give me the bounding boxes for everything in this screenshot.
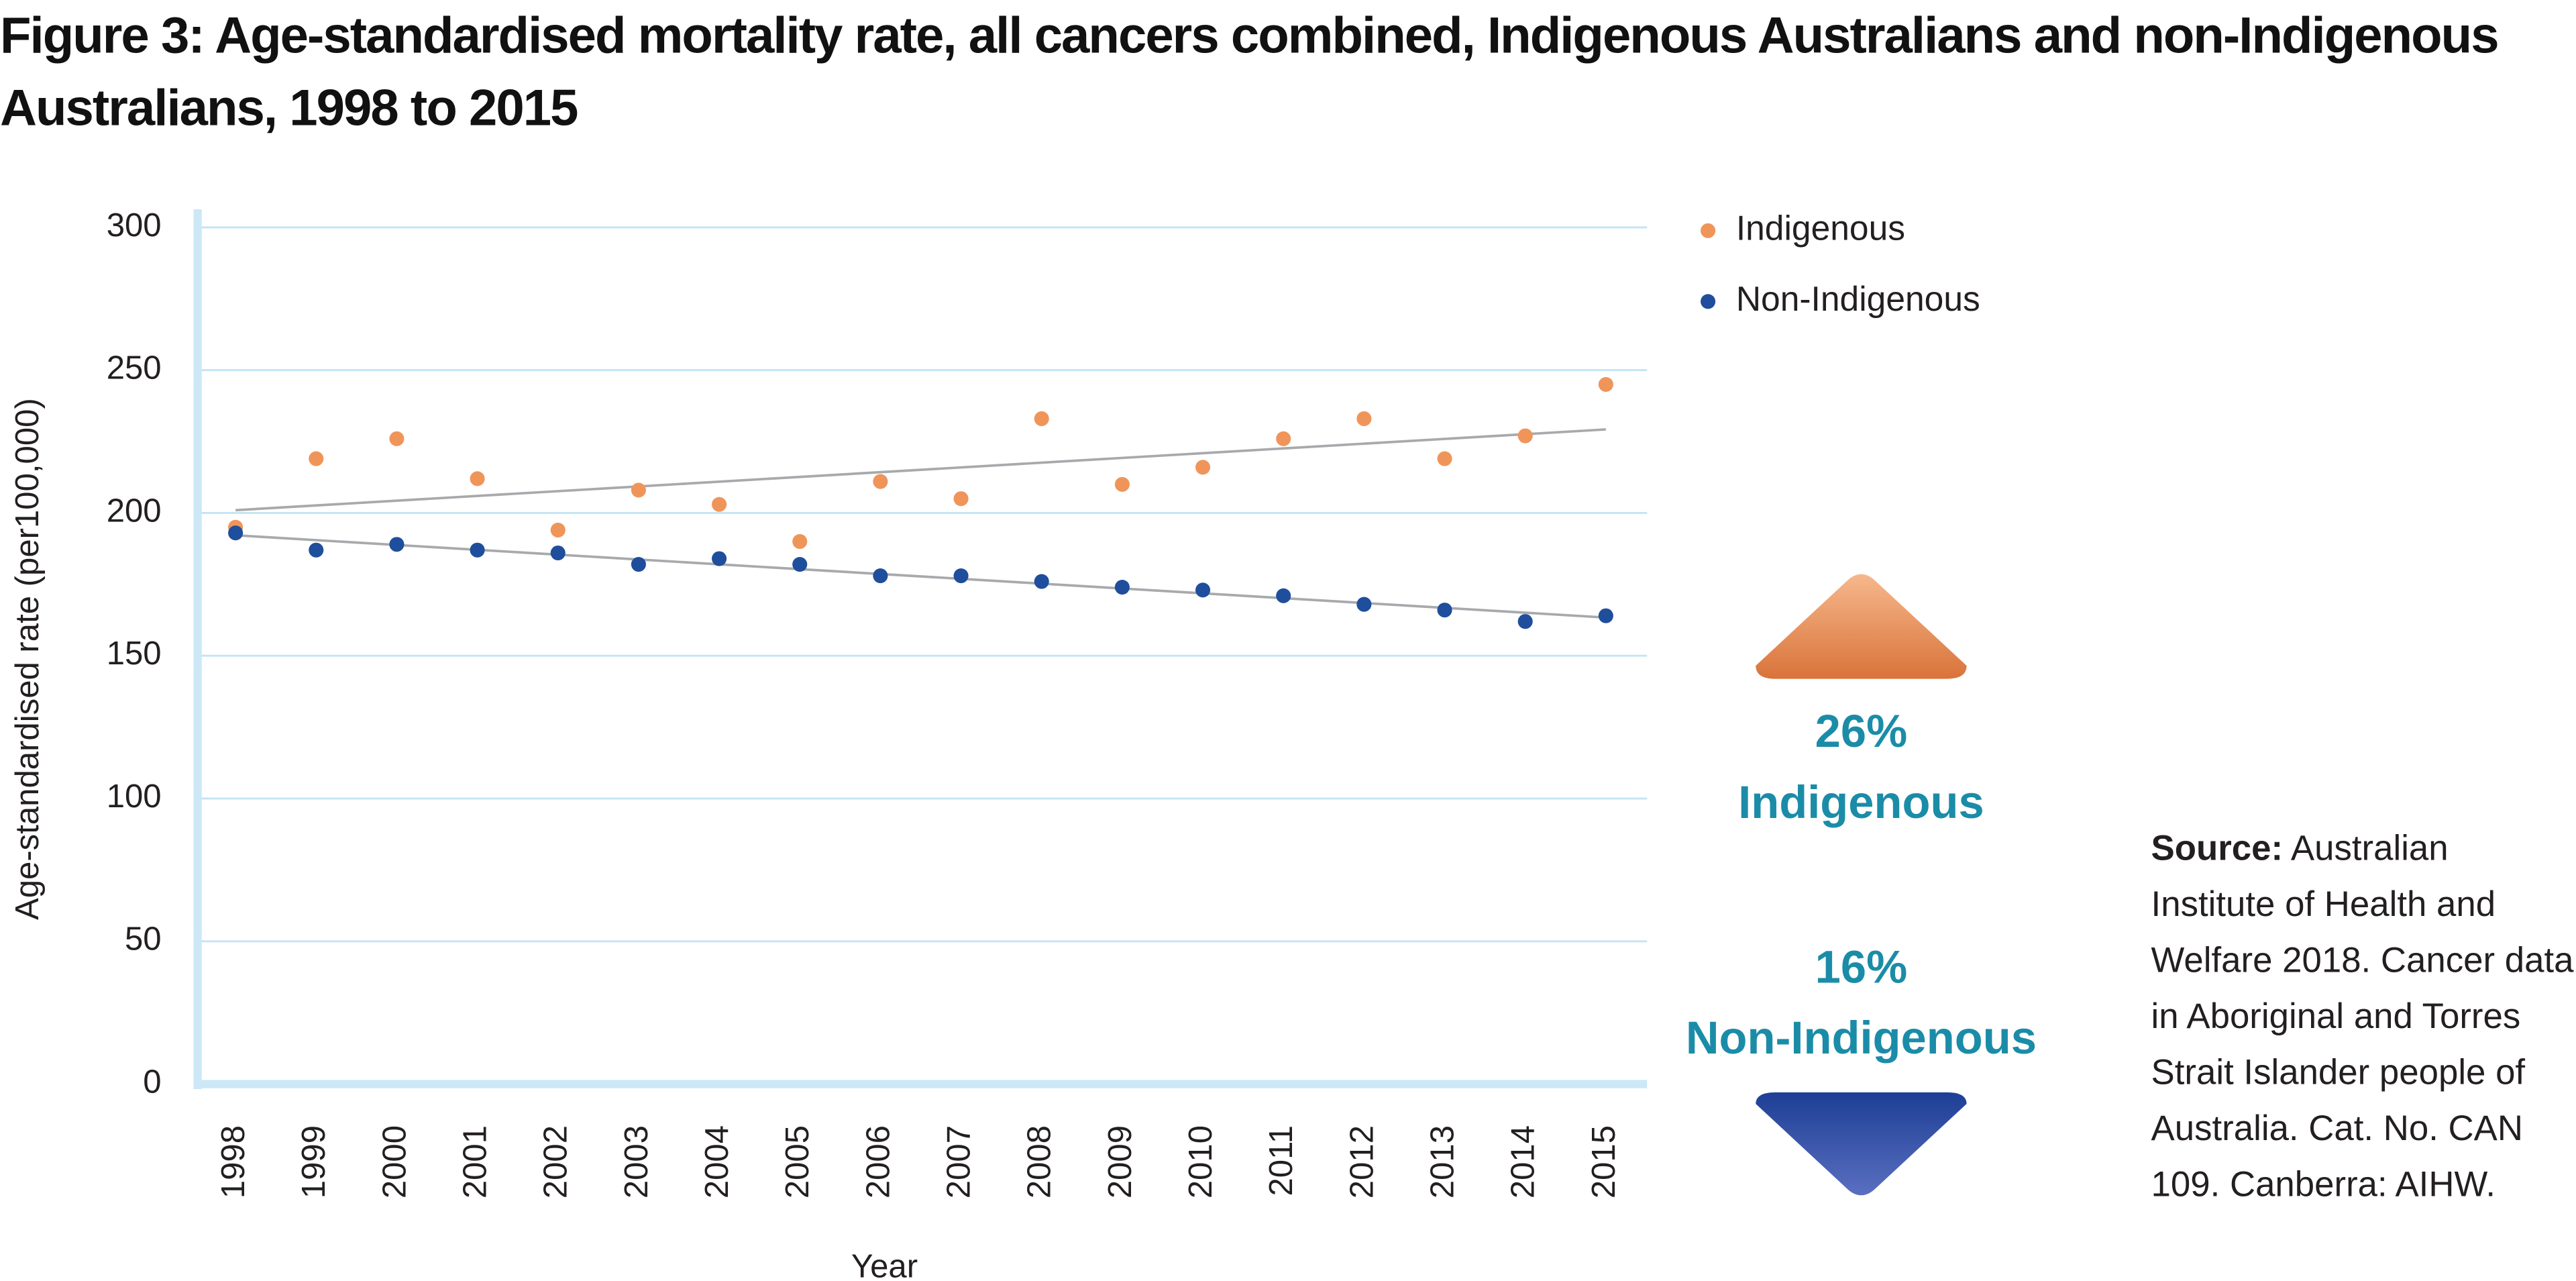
data-point bbox=[712, 551, 727, 566]
data-point bbox=[1598, 376, 1613, 392]
x-tick-label: 1998 bbox=[215, 1125, 252, 1198]
y-tick-label: 100 bbox=[107, 778, 162, 815]
x-tick-label: 2011 bbox=[1263, 1125, 1299, 1196]
x-tick-label: 2012 bbox=[1344, 1125, 1380, 1198]
chart-title: Figure 3: Age-standardised mortality rat… bbox=[0, 6, 2500, 137]
data-point bbox=[712, 497, 727, 512]
legend-marker bbox=[1701, 223, 1716, 238]
data-point bbox=[550, 522, 566, 538]
x-tick-label: 2000 bbox=[376, 1125, 413, 1198]
x-tick-label: 1999 bbox=[296, 1125, 332, 1198]
trend-line bbox=[235, 533, 1606, 619]
data-point bbox=[1276, 588, 1291, 603]
annotation-label: Non-Indigenous bbox=[1686, 1012, 2037, 1064]
data-point bbox=[389, 431, 405, 446]
x-tick-label: 2007 bbox=[941, 1125, 977, 1198]
arrow-down bbox=[1756, 1092, 1967, 1196]
trend-line bbox=[235, 428, 1606, 512]
y-tick-label: 200 bbox=[107, 493, 162, 529]
source-label: Source: bbox=[2151, 829, 2284, 868]
data-point bbox=[1517, 428, 1533, 444]
data-point bbox=[1114, 580, 1130, 595]
data-point bbox=[228, 525, 244, 541]
legend-marker bbox=[1701, 294, 1716, 309]
legend-label: Indigenous bbox=[1736, 208, 1905, 247]
annotation-value: 26% bbox=[1815, 705, 1908, 757]
data-point bbox=[470, 542, 485, 558]
data-point bbox=[470, 471, 485, 486]
source-text: Australian Institute of Health and Welfa… bbox=[2151, 829, 2574, 1205]
x-tick-label: 2002 bbox=[538, 1125, 574, 1198]
data-point bbox=[1517, 614, 1533, 629]
x-tick-label: 2005 bbox=[780, 1125, 816, 1198]
data-point bbox=[631, 556, 646, 572]
data-point bbox=[1034, 411, 1049, 427]
data-point bbox=[792, 556, 808, 572]
arrow-up bbox=[1756, 574, 1967, 679]
source-box: Source: Australian Institute of Health a… bbox=[2151, 821, 2576, 1213]
x-tick-label: 2015 bbox=[1586, 1125, 1622, 1198]
data-point bbox=[1437, 451, 1452, 466]
legend-label: Non-Indigenous bbox=[1736, 279, 1980, 318]
x-tick-label: 2001 bbox=[458, 1125, 494, 1198]
source: Source: Australian Institute of Health a… bbox=[2151, 821, 2576, 1213]
data-point bbox=[953, 568, 969, 584]
data-point bbox=[873, 568, 888, 584]
x-axis-label: Year bbox=[851, 1249, 918, 1281]
data-point bbox=[550, 545, 566, 561]
data-point bbox=[953, 491, 969, 507]
data-point bbox=[389, 537, 405, 552]
data-point bbox=[631, 482, 646, 498]
data-point bbox=[1356, 411, 1372, 427]
x-tick-label: 2003 bbox=[619, 1125, 655, 1198]
y-tick-label: 250 bbox=[107, 350, 162, 387]
x-tick-label: 2010 bbox=[1183, 1125, 1219, 1198]
data-point bbox=[1195, 582, 1211, 598]
data-point bbox=[1356, 597, 1372, 612]
data-point bbox=[1114, 476, 1130, 492]
data-point bbox=[309, 542, 324, 558]
data-point bbox=[1034, 574, 1049, 589]
x-tick-label: 2008 bbox=[1022, 1125, 1058, 1198]
data-point bbox=[1276, 431, 1291, 446]
y-axis-label: Age-standardised rate (per100,000) bbox=[9, 398, 46, 920]
x-tick-label: 2013 bbox=[1425, 1125, 1461, 1198]
data-point bbox=[1195, 460, 1211, 475]
data-point bbox=[873, 474, 888, 489]
y-tick-label: 150 bbox=[107, 635, 162, 672]
annotation-value: 16% bbox=[1815, 941, 1908, 992]
annotation-label: Indigenous bbox=[1738, 776, 1984, 828]
x-tick-label: 2004 bbox=[699, 1125, 735, 1198]
title-box: Figure 3: Age-standardised mortality rat… bbox=[0, 6, 2500, 137]
x-tick-label: 2014 bbox=[1505, 1125, 1542, 1198]
data-point bbox=[1598, 608, 1613, 623]
data-point bbox=[792, 533, 808, 550]
y-tick-label: 0 bbox=[143, 1064, 161, 1100]
x-tick-label: 2006 bbox=[860, 1125, 896, 1198]
y-tick-label: 50 bbox=[125, 921, 162, 958]
data-point bbox=[1437, 603, 1452, 618]
data-point bbox=[309, 451, 324, 466]
y-tick-label: 300 bbox=[107, 207, 162, 244]
x-tick-label: 2009 bbox=[1102, 1125, 1138, 1198]
